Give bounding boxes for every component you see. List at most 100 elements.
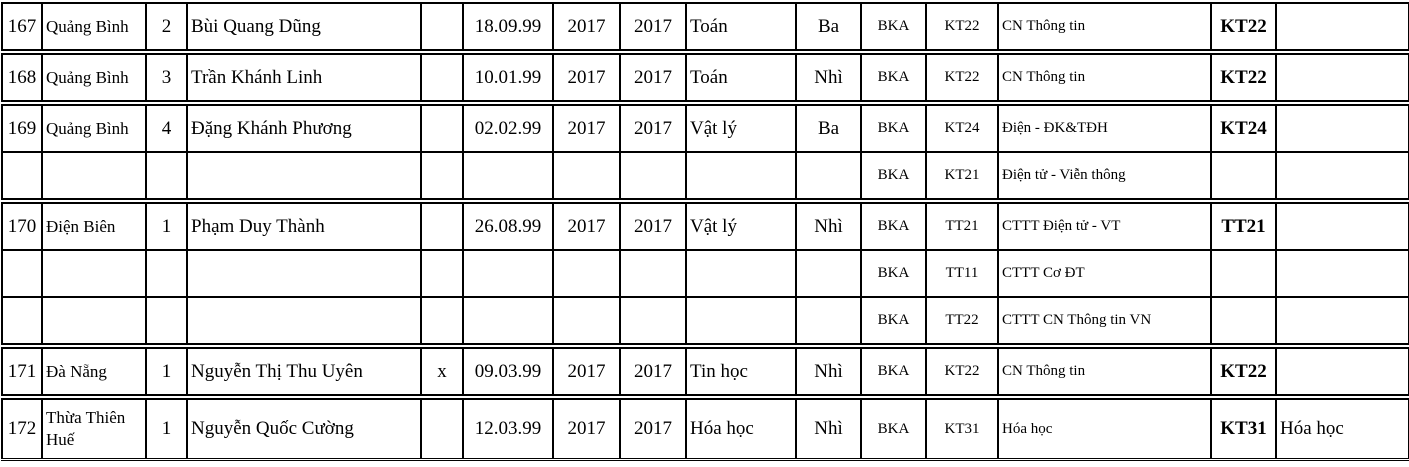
prize <box>795 296 862 347</box>
table-row: 168 Quảng Bình 3 Trần Khánh Linh 10.01.9… <box>1 49 1409 104</box>
mark <box>420 2 464 53</box>
final-code: KT22 <box>1210 2 1277 53</box>
date-of-birth: 26.08.99 <box>462 198 554 251</box>
school: BKA <box>860 151 927 202</box>
program-code: KT21 <box>925 151 999 202</box>
note <box>1275 249 1409 298</box>
table-row: BKA TT11 CTTT Cơ ĐT <box>1 249 1409 298</box>
year-2: 2017 <box>619 198 687 251</box>
major: CTTT CN Thông tin VN <box>997 296 1212 347</box>
program-code: KT31 <box>925 394 999 461</box>
major: CN Thông tin <box>997 49 1212 104</box>
table-row: 172 Thừa Thiên Huế 1 Nguyễn Quốc Cường 1… <box>1 394 1409 461</box>
row-number: 167 <box>1 2 43 53</box>
major: CTTT Cơ ĐT <box>997 249 1212 298</box>
table-row: BKA KT21 Điện tử - Viễn thông <box>1 151 1409 202</box>
student-name: Nguyễn Thị Thu Uyên <box>186 343 422 398</box>
school: BKA <box>860 198 927 251</box>
major: CN Thông tin <box>997 343 1212 398</box>
date-of-birth <box>462 151 554 202</box>
year-2 <box>619 296 687 347</box>
note: Hóa học <box>1275 394 1409 461</box>
school: BKA <box>860 2 927 53</box>
prize: Ba <box>795 100 862 153</box>
note <box>1275 296 1409 347</box>
date-of-birth: 18.09.99 <box>462 2 554 53</box>
province: Đà Nẵng <box>41 343 147 398</box>
mark <box>420 198 464 251</box>
subject <box>685 151 797 202</box>
year-1: 2017 <box>552 2 621 53</box>
date-of-birth: 12.03.99 <box>462 394 554 461</box>
province-index: 1 <box>145 198 188 251</box>
school: BKA <box>860 296 927 347</box>
date-of-birth: 09.03.99 <box>462 343 554 398</box>
prize <box>795 151 862 202</box>
year-2 <box>619 249 687 298</box>
mark: x <box>420 343 464 398</box>
year-1: 2017 <box>552 198 621 251</box>
note <box>1275 198 1409 251</box>
final-code: KT22 <box>1210 343 1277 398</box>
school: BKA <box>860 100 927 153</box>
program-code: KT24 <box>925 100 999 153</box>
prize <box>795 249 862 298</box>
year-1: 2017 <box>552 394 621 461</box>
table-row: 167 Quảng Bình 2 Bùi Quang Dũng 18.09.99… <box>1 2 1409 53</box>
table-row: 171 Đà Nẵng 1 Nguyễn Thị Thu Uyên x 09.0… <box>1 343 1409 398</box>
note <box>1275 2 1409 53</box>
prize: Nhì <box>795 198 862 251</box>
mark <box>420 394 464 461</box>
student-name: Phạm Duy Thành <box>186 198 422 251</box>
date-of-birth: 10.01.99 <box>462 49 554 104</box>
note <box>1275 343 1409 398</box>
mark <box>420 49 464 104</box>
table-row: 170 Điện Biên 1 Phạm Duy Thành 26.08.99 … <box>1 198 1409 251</box>
final-code: KT22 <box>1210 49 1277 104</box>
school: BKA <box>860 49 927 104</box>
year-2 <box>619 151 687 202</box>
row-number: 172 <box>1 394 43 461</box>
program-code: TT22 <box>925 296 999 347</box>
province <box>41 249 147 298</box>
row-number: 170 <box>1 198 43 251</box>
table-row: BKA TT22 CTTT CN Thông tin VN <box>1 296 1409 347</box>
province-index <box>145 296 188 347</box>
year-1 <box>552 296 621 347</box>
final-code <box>1210 296 1277 347</box>
year-2: 2017 <box>619 2 687 53</box>
major: Hóa học <box>997 394 1212 461</box>
province <box>41 296 147 347</box>
date-of-birth: 02.02.99 <box>462 100 554 153</box>
prize: Ba <box>795 2 862 53</box>
mark <box>420 249 464 298</box>
mark <box>420 151 464 202</box>
mark <box>420 100 464 153</box>
major: CN Thông tin <box>997 2 1212 53</box>
final-code <box>1210 151 1277 202</box>
school: BKA <box>860 249 927 298</box>
program-code: TT11 <box>925 249 999 298</box>
student-name: Nguyễn Quốc Cường <box>186 394 422 461</box>
date-of-birth <box>462 296 554 347</box>
province: Quảng Bình <box>41 100 147 153</box>
student-name <box>186 296 422 347</box>
row-number <box>1 249 43 298</box>
row-number <box>1 151 43 202</box>
subject: Vật lý <box>685 198 797 251</box>
student-name <box>186 151 422 202</box>
province-index <box>145 151 188 202</box>
province-index <box>145 249 188 298</box>
year-2: 2017 <box>619 49 687 104</box>
province <box>41 151 147 202</box>
year-1 <box>552 151 621 202</box>
note <box>1275 100 1409 153</box>
program-code: KT22 <box>925 2 999 53</box>
prize: Nhì <box>795 49 862 104</box>
province: Quảng Bình <box>41 49 147 104</box>
province: Thừa Thiên Huế <box>41 394 147 461</box>
major: Điện - ĐK&TĐH <box>997 100 1212 153</box>
mark <box>420 296 464 347</box>
student-name: Đặng Khánh Phương <box>186 100 422 153</box>
